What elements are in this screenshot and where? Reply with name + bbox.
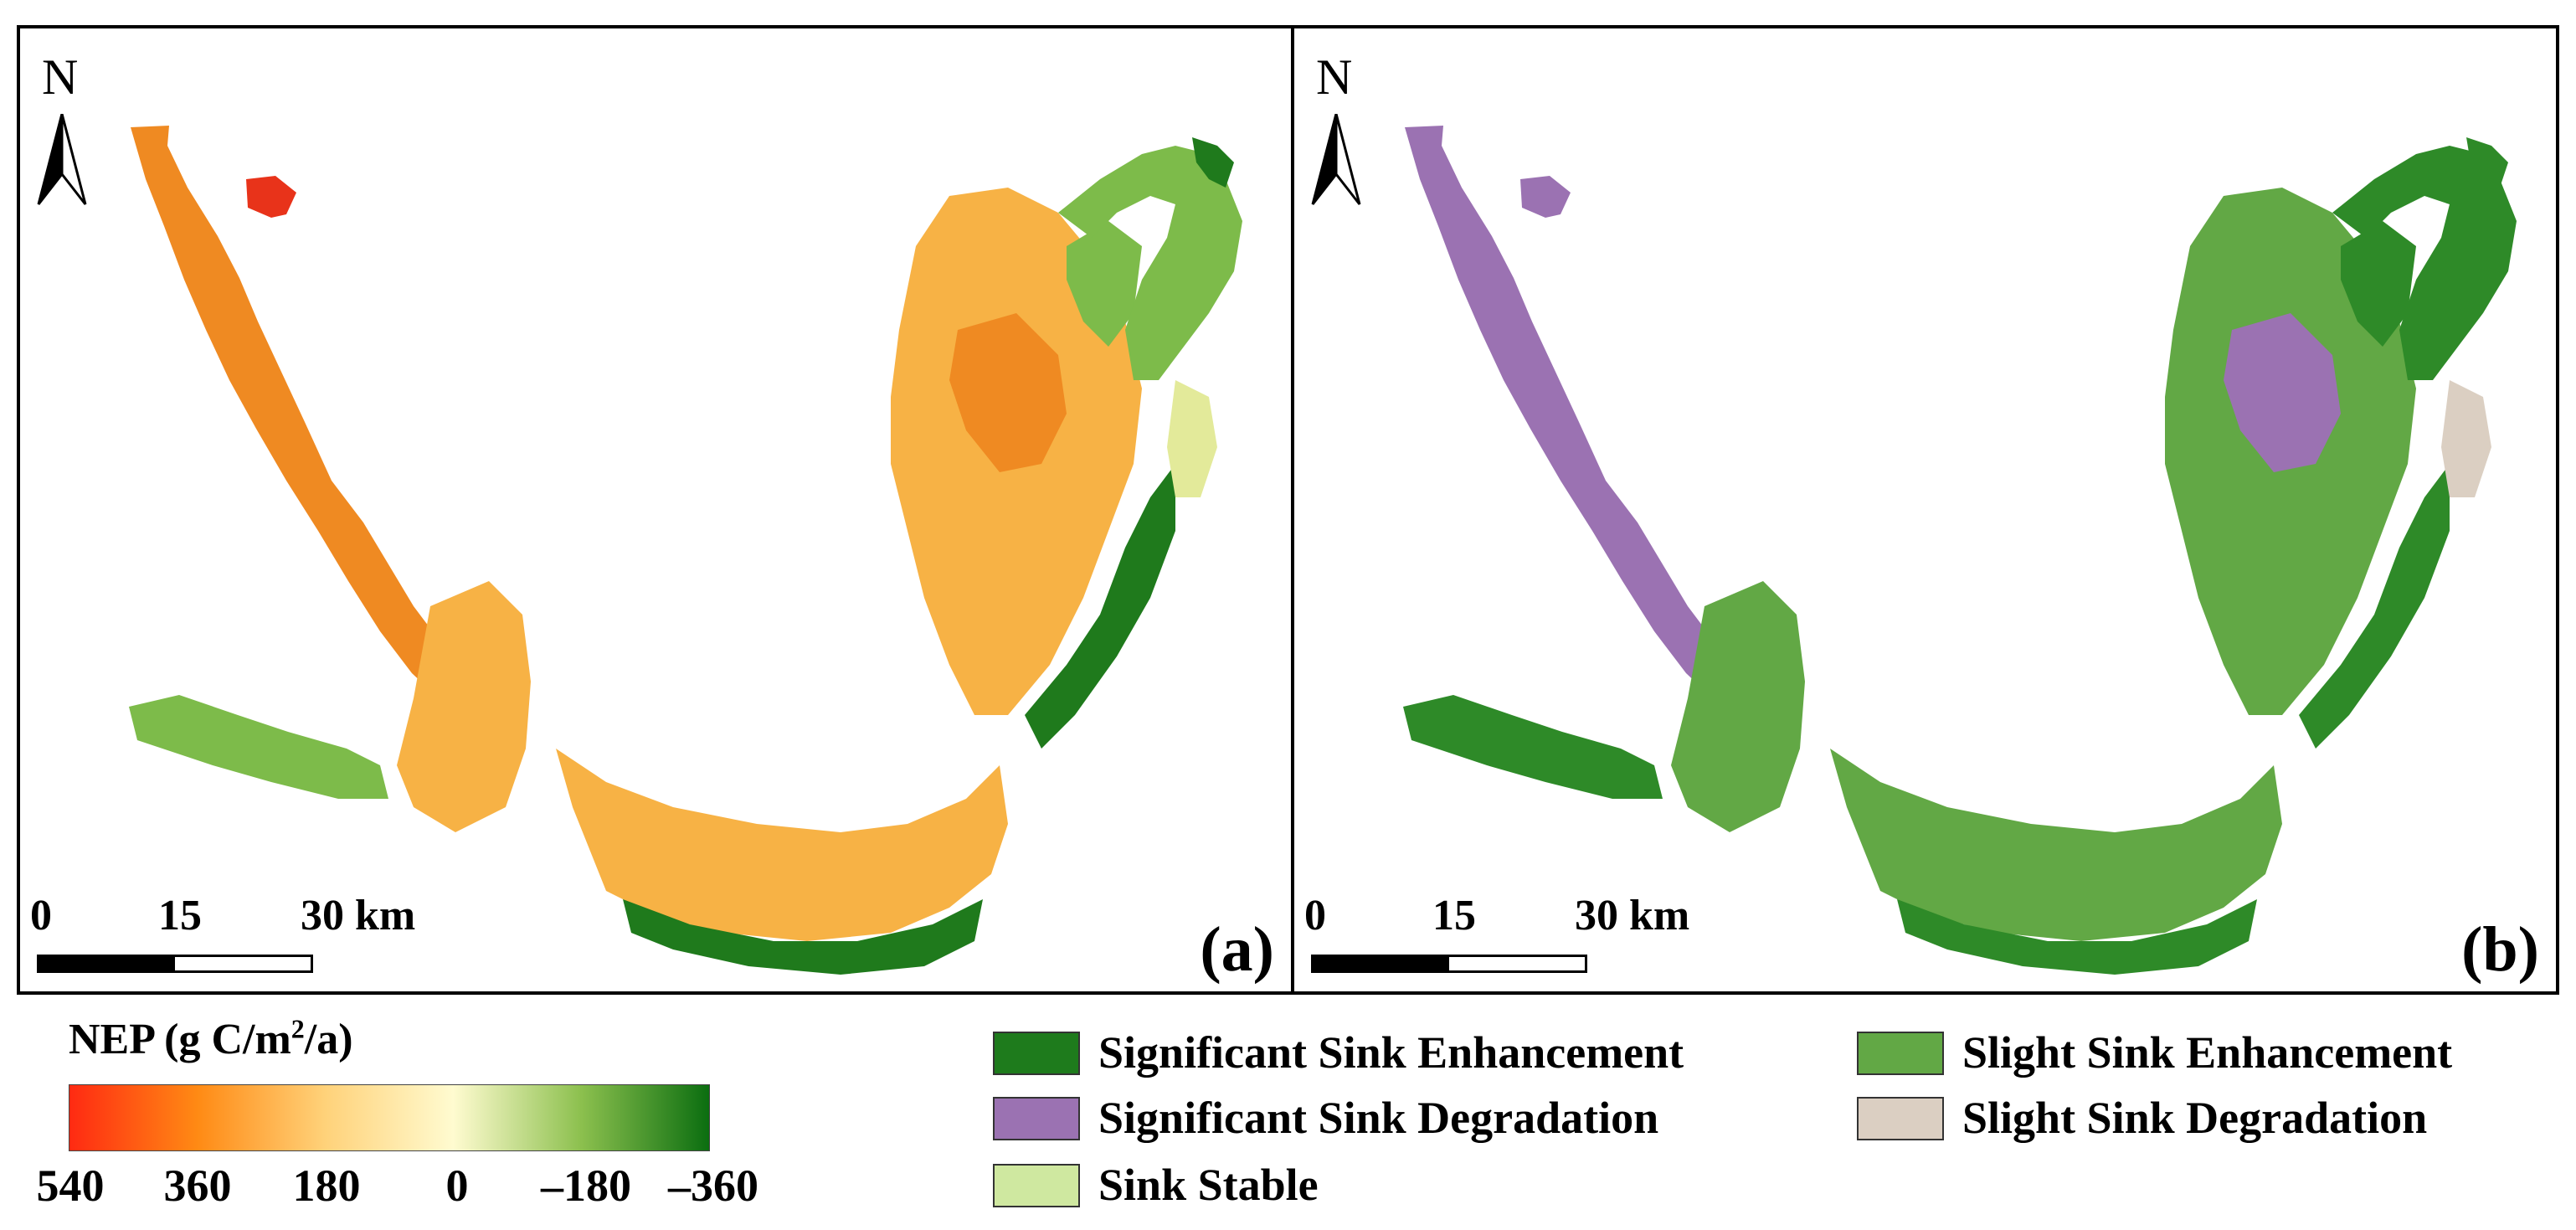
panel-label: (a) [1200, 914, 1274, 985]
study-area-shape [129, 126, 1242, 975]
land-patch [131, 126, 455, 698]
sink-change-map [1403, 126, 2517, 975]
north-label: N [1316, 49, 1353, 105]
scale-bar [1311, 955, 1587, 973]
colorbar-title: NEP (g C/m2/a) [69, 1015, 353, 1064]
land-patch [1192, 137, 1234, 188]
legend-swatch [1857, 1097, 1944, 1140]
north-label: N [42, 49, 79, 105]
scale-label-15: 15 [1432, 892, 1476, 939]
legend-swatch [993, 1032, 1080, 1075]
land-patch [1897, 899, 2257, 975]
scale-label-0: 0 [1304, 892, 1326, 939]
land-patch [1830, 749, 2282, 941]
scale-label-30: 30 km [301, 892, 416, 939]
land-patch [2224, 313, 2341, 472]
colorbar-title-sup: 2 [291, 1013, 305, 1044]
north-arrow-icon [1311, 114, 1361, 205]
panel-label: (b) [2461, 914, 2539, 985]
land-patch [1058, 146, 1242, 380]
land-patch [1403, 695, 1663, 799]
land-patch [2332, 146, 2517, 380]
land-patch [949, 313, 1067, 472]
land-patch [246, 176, 296, 218]
land-patch [2441, 380, 2491, 497]
land-patch [1671, 581, 1805, 832]
nep-colorbar [69, 1084, 710, 1151]
colorbar-tick: 540 [36, 1161, 105, 1211]
land-patch [1520, 176, 1571, 218]
legend-swatch [993, 1164, 1080, 1207]
legend-label: Significant Sink Enhancement [1098, 1027, 1684, 1078]
land-patch [1025, 464, 1175, 749]
land-patch [397, 581, 531, 832]
land-patch [623, 899, 983, 975]
legend-swatch [993, 1097, 1080, 1140]
nep-map-panel: N 0 15 30 km (a) [17, 25, 1294, 995]
north-arrow-icon [37, 114, 87, 205]
colorbar-tick: 0 [445, 1161, 469, 1211]
study-area-shape [1403, 126, 2517, 975]
land-patch [2466, 137, 2508, 188]
colorbar-title-prefix: NEP (g C/m [69, 1016, 291, 1063]
scale-bar [37, 955, 313, 973]
land-patch [1067, 221, 1142, 347]
land-patch [556, 749, 1008, 941]
colorbar-title-suffix: /a) [304, 1016, 353, 1063]
colorbar-tick: 360 [163, 1161, 232, 1211]
scale-label-0: 0 [30, 892, 52, 939]
scale-label-30: 30 km [1575, 892, 1690, 939]
colorbar-tick: 180 [292, 1161, 361, 1211]
land-patch [129, 695, 388, 799]
land-patch [1405, 126, 1730, 698]
legend-label: Sink Stable [1098, 1160, 1319, 1210]
legend-label: Slight Sink Enhancement [1962, 1027, 2453, 1078]
land-patch [2299, 464, 2450, 749]
sink-change-map-panel: N 0 15 30 km (b) [1291, 25, 2559, 995]
colorbar-tick: –360 [668, 1161, 758, 1211]
land-patch [2341, 221, 2416, 347]
legend-label: Significant Sink Degradation [1098, 1093, 1659, 1143]
scale-label-15: 15 [158, 892, 202, 939]
legend-label: Slight Sink Degradation [1962, 1093, 2428, 1143]
land-patch [1167, 380, 1217, 497]
nep-map [129, 126, 1242, 975]
colorbar-tick: –180 [541, 1161, 631, 1211]
legend-swatch [1857, 1032, 1944, 1075]
